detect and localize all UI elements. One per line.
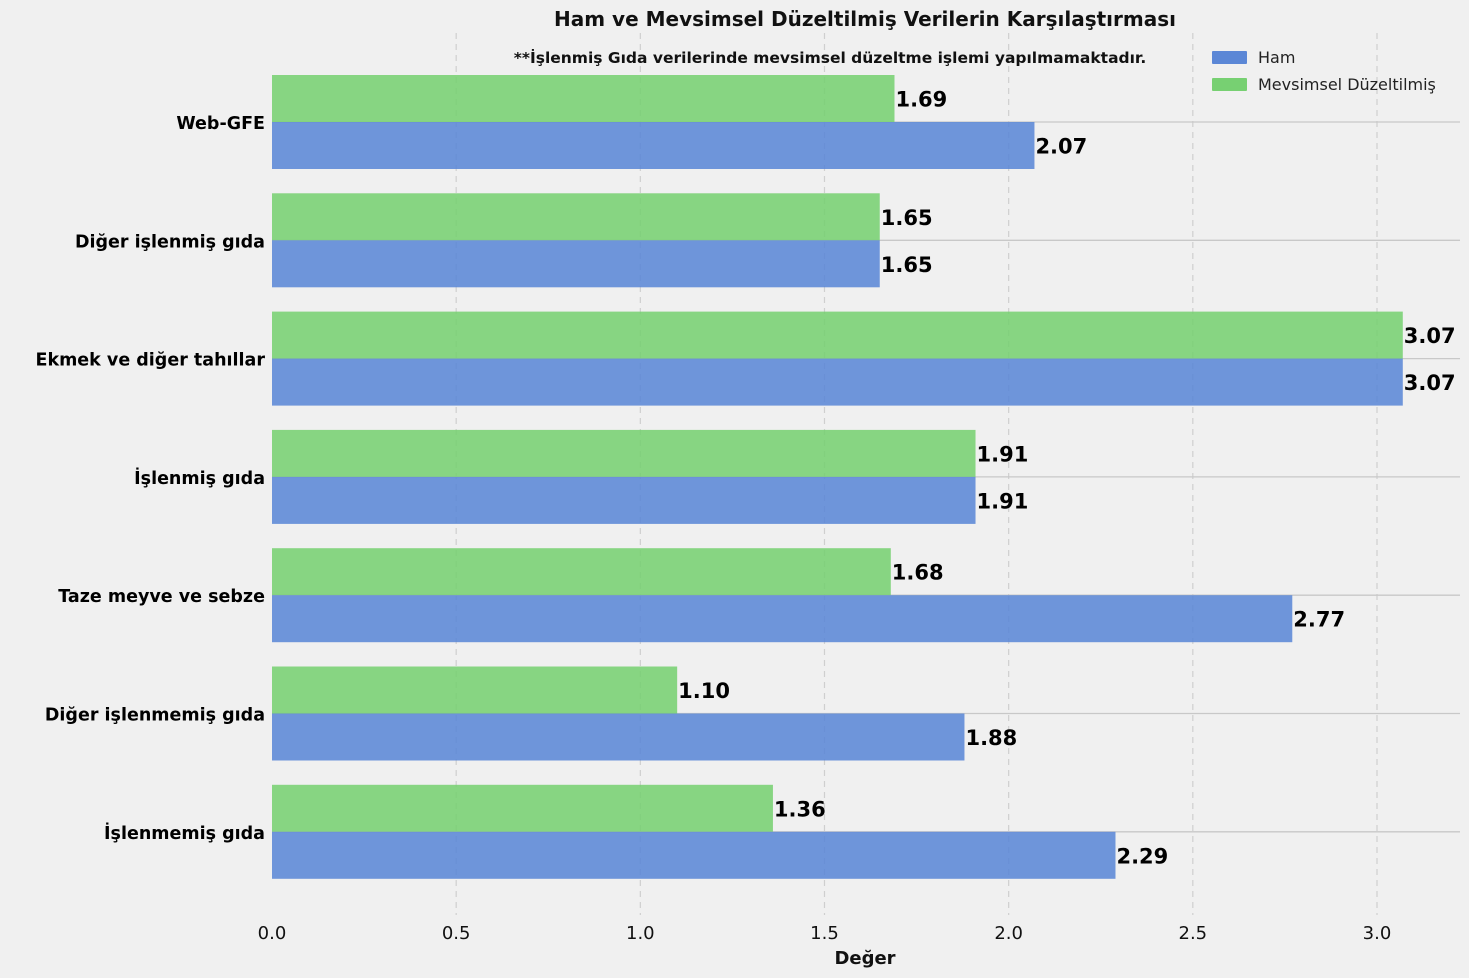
category-label: İşlenmemiş gıda xyxy=(104,822,265,844)
value-label-mevsimsel: 3.07 xyxy=(1404,324,1456,348)
category-label: Diğer işlenmemiş gıda xyxy=(45,706,265,726)
x-tick-label: 0.5 xyxy=(442,923,471,944)
value-label-mevsimsel: 1.36 xyxy=(774,797,826,821)
bar-ham-ekmek-ve-diger-tahillar xyxy=(272,358,1403,406)
value-label-ham: 2.77 xyxy=(1293,608,1345,632)
value-label-mevsimsel: 1.68 xyxy=(892,561,944,585)
x-tick-label: 1.0 xyxy=(626,923,655,944)
x-tick-labels: 0.0 0.5 1.0 1.5 2.0 2.5 3.0 xyxy=(258,923,1392,944)
category-label: Diğer işlenmiş gıda xyxy=(75,232,265,252)
bar-mevsimsel-diger-islenmis-gida xyxy=(272,193,880,241)
bar-ham-taze-meyve-ve-sebze xyxy=(272,595,1293,643)
legend-swatch-ham xyxy=(1212,51,1247,64)
x-tick-label: 0.0 xyxy=(258,923,287,944)
category-label: Web-GFE xyxy=(176,114,265,134)
value-label-ham: 1.88 xyxy=(965,726,1017,750)
x-tick-label: 2.5 xyxy=(1179,923,1208,944)
bar-ham-diger-islenmis-gida xyxy=(272,240,880,288)
value-label-ham: 1.91 xyxy=(977,489,1029,513)
value-label-mevsimsel: 1.91 xyxy=(977,442,1029,466)
bar-ham-islenmis-gida xyxy=(272,476,976,524)
value-label-ham: 1.65 xyxy=(881,253,933,277)
x-tick-label: 2.0 xyxy=(994,923,1023,944)
bar-ham-diger-islenmemis-gida xyxy=(272,713,965,761)
legend-label-mevsimsel: Mevsimsel Düzeltilmiş xyxy=(1258,75,1436,94)
x-axis-label: Değer xyxy=(834,948,895,969)
value-label-mevsimsel: 1.69 xyxy=(895,88,947,112)
x-tick-label: 3.0 xyxy=(1363,923,1392,944)
chart-title: Ham ve Mevsimsel Düzeltilmiş Verilerin K… xyxy=(554,7,1176,31)
category-labels: Web-GFE Diğer işlenmiş gıda Ekmek ve diğer… xyxy=(35,114,265,844)
legend: Ham Mevsimsel Düzeltilmiş xyxy=(1212,48,1436,94)
bar-mevsimsel-islenmemis-gida xyxy=(272,784,773,832)
legend-label-ham: Ham xyxy=(1258,48,1295,67)
bar-mevsimsel-diger-islenmemis-gida xyxy=(272,666,678,714)
bar-mevsimsel-web-gfe xyxy=(272,75,895,122)
bar-mevsimsel-islenmis-gida xyxy=(272,429,976,477)
value-label-ham: 2.29 xyxy=(1116,844,1168,868)
bar-mevsimsel-taze-meyve-ve-sebze xyxy=(272,548,891,596)
chart-note: **İşlenmiş Gıda verilerinde mevsimsel dü… xyxy=(514,48,1147,67)
value-label-ham: 2.07 xyxy=(1035,135,1087,159)
value-labels: 1.69 2.07 1.65 1.65 3.07 3.07 1.91 1.91 1.68 2.77… xyxy=(678,88,1455,869)
category-label: İşlenmiş gıda xyxy=(134,467,265,489)
value-label-ham: 3.07 xyxy=(1404,371,1456,395)
category-label: Taze meyve ve sebze xyxy=(58,587,265,607)
x-tick-label: 1.5 xyxy=(810,923,839,944)
value-label-mevsimsel: 1.10 xyxy=(678,679,730,703)
legend-swatch-mevsimsel xyxy=(1212,78,1247,91)
value-label-mevsimsel: 1.65 xyxy=(881,206,933,230)
bar-ham-web-gfe xyxy=(272,122,1035,169)
bar-ham-islenmemis-gida xyxy=(272,831,1116,879)
category-label: Ekmek ve diğer tahıllar xyxy=(35,351,265,371)
bar-mevsimsel-ekmek-ve-diger-tahillar xyxy=(272,311,1403,359)
bars xyxy=(272,75,1403,879)
